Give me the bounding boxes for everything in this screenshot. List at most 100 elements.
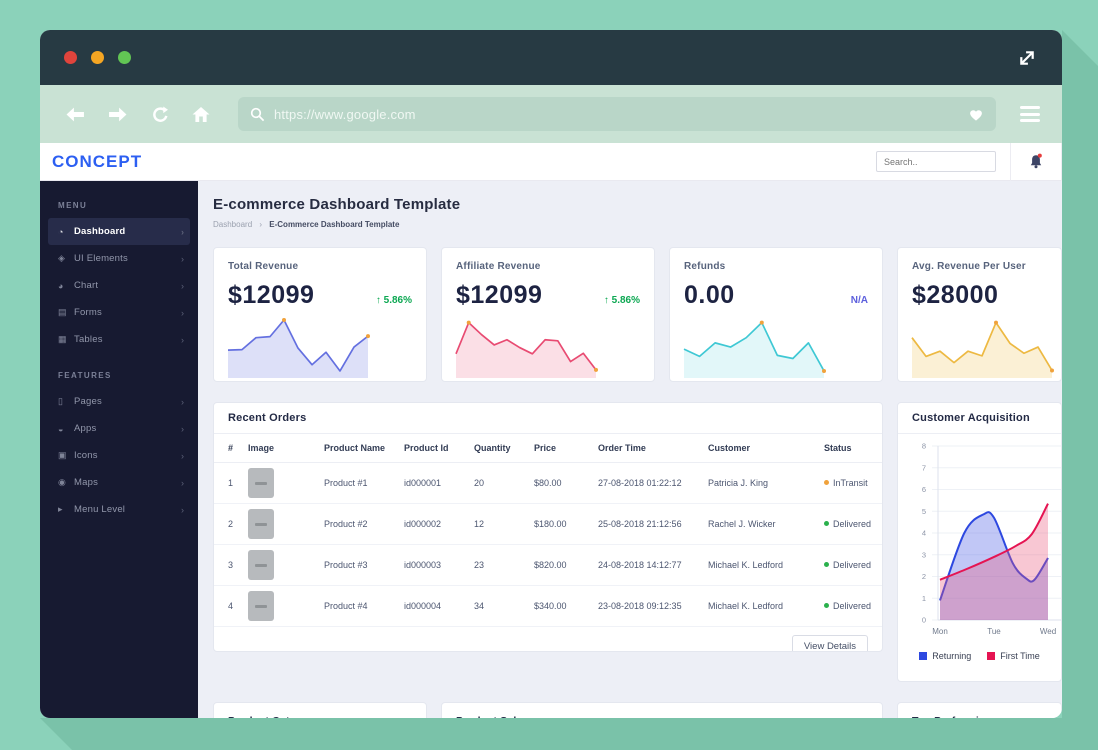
orders-table: # Image Product Name Product Id Quantity Pric… (214, 434, 882, 627)
menu-button[interactable] (1020, 106, 1040, 122)
product-sales-title: Product Sales (456, 715, 529, 718)
stat-label: Total Revenue (228, 261, 299, 272)
sidebar-item-label: Maps (74, 477, 99, 488)
order-cell: 4 (214, 585, 244, 627)
sidebar-item-apps[interactable]: ◒ Apps › (48, 415, 190, 442)
stat-value: $28000 (912, 281, 999, 309)
order-cell: id000004 (400, 585, 470, 627)
sidebar-item-chart[interactable]: ◕ Chart › (48, 272, 190, 299)
sidebar-item-label: Chart (74, 280, 99, 291)
recent-orders-title-bar: Recent Orders (214, 403, 882, 434)
customer-acquisition-chart: 0 1 2 3 4 5 6 7 8 Mon Tue Wed (922, 442, 1061, 636)
svg-text:8: 8 (922, 442, 926, 451)
header-divider (1010, 142, 1011, 181)
product-sales-card: Product Sales (441, 702, 883, 718)
chart-legend: Returning First Time (898, 651, 1061, 661)
notifications-button[interactable] (1025, 153, 1047, 170)
sidebar-item-maps[interactable]: ◉ Maps › (48, 469, 190, 496)
close-window-button[interactable] (64, 51, 77, 64)
orders-col-product-id: Product Id (400, 434, 470, 463)
order-cell: $180.00 (530, 503, 594, 545)
stat-label: Avg. Revenue Per User (912, 261, 1026, 272)
order-cell: $80.00 (530, 462, 594, 504)
stat-card-refunds: Refunds 0.00 N/A (669, 247, 883, 382)
sidebar-section-features: FEATURES (58, 371, 112, 380)
zoom-window-button[interactable] (118, 51, 131, 64)
svg-text:Mon: Mon (932, 627, 948, 636)
url-bar[interactable]: https://www.google.com (238, 97, 996, 131)
svg-text:1: 1 (922, 594, 926, 603)
svg-text:0: 0 (922, 616, 926, 625)
dashboard-grid: Total Revenue $12099 ↑ 5.86% Affiliate R… (213, 247, 1062, 718)
legend-item: First Time (987, 651, 1040, 661)
order-cell: 23-08-2018 09:12:35 (594, 585, 704, 627)
search-icon (250, 107, 265, 121)
order-cell: Product #3 (320, 544, 400, 586)
order-cell: Product #2 (320, 503, 400, 545)
stat-change: ↑ 5.86% (603, 295, 640, 306)
order-status-cell: InTransit (820, 462, 882, 504)
sidebar-item-icons[interactable]: ▣ Icons › (48, 442, 190, 469)
orders-col-status: Status (820, 434, 882, 463)
chevron-right-icon: › (181, 226, 184, 237)
brand-logo[interactable]: CONCEPT (52, 151, 143, 171)
forward-button[interactable] (104, 107, 130, 122)
breadcrumb-home[interactable]: Dashboard (213, 220, 253, 229)
order-cell: Product #1 (320, 462, 400, 504)
heart-icon[interactable] (968, 107, 984, 122)
browser-toolbar: https://www.google.com (40, 85, 1062, 143)
stat-card-affiliate-revenue: Affiliate Revenue $12099 ↑ 5.86% (441, 247, 655, 382)
forward-arrow-icon (108, 107, 126, 121)
home-button[interactable] (188, 106, 214, 123)
svg-text:5: 5 (922, 507, 926, 516)
sidebar-item-menu-level[interactable]: ▸ Menu Level › (48, 496, 190, 523)
stat-row: 0.00 N/A (684, 281, 868, 310)
chevron-right-icon: › (181, 504, 184, 515)
orders-footer: View Details (214, 627, 882, 651)
order-cell: 25-08-2018 21:12:56 (594, 503, 704, 545)
minimize-window-button[interactable] (91, 51, 104, 64)
stat-row: $12099 ↑ 5.86% (456, 281, 640, 310)
product-image-cell (244, 585, 320, 627)
view-details-button[interactable]: View Details (791, 635, 868, 651)
sidebar-item-forms[interactable]: ▤ Forms › (48, 299, 190, 326)
legend-swatch-icon (987, 652, 996, 660)
legend-item: Returning (919, 651, 971, 661)
top-performing-campaigns-title: Top Performing Campaigns (912, 715, 992, 718)
stat-change: ↑ 5.86% (375, 295, 412, 306)
ui-elements-icon: ◈ (58, 253, 65, 263)
order-cell: Michael K. Ledford (704, 585, 820, 627)
sidebar: MENU ◔ Dashboard › ◈ UI Elements › ◕ Cha… (40, 181, 198, 718)
chevron-right-icon: › (181, 307, 184, 318)
sidebar-item-ui-elements[interactable]: ◈ UI Elements › (48, 245, 190, 272)
svg-text:Wed: Wed (1040, 627, 1056, 636)
status-dot-icon (824, 480, 829, 485)
sidebar-item-dashboard[interactable]: ◔ Dashboard › (48, 218, 190, 245)
refresh-button[interactable] (146, 105, 172, 123)
stat-card-avg-revenue-per-user: Avg. Revenue Per User $28000 (897, 247, 1062, 382)
order-cell: Rachel J. Wicker (704, 503, 820, 545)
status-dot-icon (824, 562, 829, 567)
browser-window: https://www.google.com CONCEPT (40, 30, 1062, 718)
orders-col-image: Image (244, 434, 320, 463)
orders-col-quantity: Quantity (470, 434, 530, 463)
url-text[interactable]: https://www.google.com (274, 106, 416, 122)
svg-text:6: 6 (922, 485, 926, 494)
customer-acquisition-title: Customer Acquisition (912, 412, 1030, 424)
sidebar-item-label: Pages (74, 396, 102, 407)
sidebar-item-pages[interactable]: ▯ Pages › (48, 388, 190, 415)
order-cell: $340.00 (530, 585, 594, 627)
stat-row: $28000 (912, 281, 1047, 310)
sidebar-item-tables[interactable]: ▦ Tables › (48, 326, 190, 353)
status-dot-icon (824, 603, 829, 608)
search-input[interactable] (876, 151, 996, 172)
back-button[interactable] (62, 107, 88, 122)
tables-icon: ▦ (58, 334, 67, 344)
dashboard-icon: ◔ (58, 226, 64, 237)
top-performing-campaigns-card: Top Performing Campaigns (897, 702, 1062, 718)
order-status-cell: Delivered (820, 503, 882, 545)
product-image-placeholder (248, 550, 274, 580)
svg-text:2: 2 (922, 572, 926, 581)
product-image-cell (244, 544, 320, 586)
expand-icon[interactable] (1016, 47, 1038, 69)
